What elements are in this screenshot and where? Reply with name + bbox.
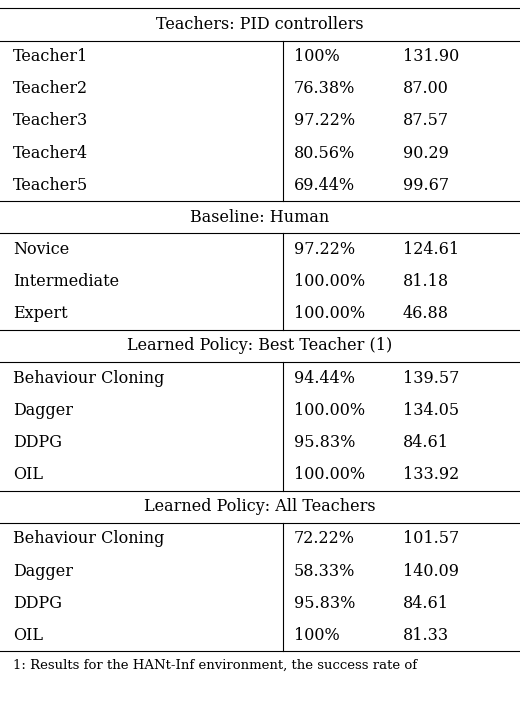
- Text: 87.00: 87.00: [403, 80, 449, 98]
- Text: Dagger: Dagger: [13, 401, 73, 419]
- Text: 90.29: 90.29: [403, 144, 449, 161]
- Text: 95.83%: 95.83%: [294, 595, 355, 612]
- Text: Teacher2: Teacher2: [13, 80, 88, 98]
- Text: DDPG: DDPG: [13, 434, 62, 451]
- Text: Teacher1: Teacher1: [13, 48, 88, 65]
- Text: OIL: OIL: [13, 627, 43, 644]
- Text: 100%: 100%: [294, 48, 340, 65]
- Text: Behaviour Cloning: Behaviour Cloning: [13, 370, 164, 387]
- Text: 124.61: 124.61: [403, 241, 459, 258]
- Text: 100.00%: 100.00%: [294, 273, 365, 290]
- Text: 80.56%: 80.56%: [294, 144, 355, 161]
- Text: Baseline: Human: Baseline: Human: [190, 209, 330, 226]
- Text: 81.18: 81.18: [403, 273, 449, 290]
- Text: 100%: 100%: [294, 627, 340, 644]
- Text: 72.22%: 72.22%: [294, 530, 355, 547]
- Text: 84.61: 84.61: [403, 595, 449, 612]
- Text: Learned Policy: Best Teacher (1): Learned Policy: Best Teacher (1): [127, 338, 393, 355]
- Text: Intermediate: Intermediate: [13, 273, 119, 290]
- Text: 46.88: 46.88: [403, 305, 449, 322]
- Text: Teachers: PID controllers: Teachers: PID controllers: [156, 16, 364, 33]
- Text: Teacher4: Teacher4: [13, 144, 88, 161]
- Text: 76.38%: 76.38%: [294, 80, 355, 98]
- Text: Behaviour Cloning: Behaviour Cloning: [13, 530, 164, 547]
- Text: Learned Policy: All Teachers: Learned Policy: All Teachers: [144, 498, 376, 515]
- Text: 87.57: 87.57: [403, 113, 449, 130]
- Text: 100.00%: 100.00%: [294, 305, 365, 322]
- Text: DDPG: DDPG: [13, 595, 62, 612]
- Text: Dagger: Dagger: [13, 562, 73, 580]
- Text: 97.22%: 97.22%: [294, 241, 355, 258]
- Text: 99.67: 99.67: [403, 177, 449, 194]
- Text: Teacher3: Teacher3: [13, 113, 88, 130]
- Text: 140.09: 140.09: [403, 562, 459, 580]
- Text: 58.33%: 58.33%: [294, 562, 355, 580]
- Text: 1: Results for the HANt-Inf environment, the success rate of: 1: Results for the HANt-Inf environment,…: [13, 658, 417, 671]
- Text: 84.61: 84.61: [403, 434, 449, 451]
- Text: 133.92: 133.92: [403, 466, 459, 483]
- Text: 97.22%: 97.22%: [294, 113, 355, 130]
- Text: 101.57: 101.57: [403, 530, 459, 547]
- Text: 100.00%: 100.00%: [294, 466, 365, 483]
- Text: Novice: Novice: [13, 241, 69, 258]
- Text: 69.44%: 69.44%: [294, 177, 355, 194]
- Text: 134.05: 134.05: [403, 401, 459, 419]
- Text: 100.00%: 100.00%: [294, 401, 365, 419]
- Text: Expert: Expert: [13, 305, 68, 322]
- Text: 95.83%: 95.83%: [294, 434, 355, 451]
- Text: Teacher5: Teacher5: [13, 177, 88, 194]
- Text: OIL: OIL: [13, 466, 43, 483]
- Text: 131.90: 131.90: [403, 48, 459, 65]
- Text: 94.44%: 94.44%: [294, 370, 355, 387]
- Text: 139.57: 139.57: [403, 370, 459, 387]
- Text: 81.33: 81.33: [403, 627, 449, 644]
